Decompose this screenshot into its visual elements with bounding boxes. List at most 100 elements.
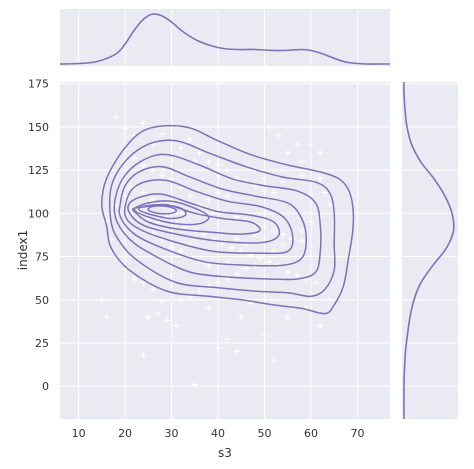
scatter-point: [145, 314, 152, 321]
scatter-point: [149, 167, 156, 174]
kde-contour-line: [118, 165, 308, 267]
scatter-point: [261, 224, 268, 231]
scatter-point: [312, 279, 319, 286]
scatter-point: [228, 244, 235, 251]
x-marginal-density-curve: [59, 13, 390, 65]
right-marginal-axes: [402, 81, 458, 420]
x-axis-label: s3: [218, 446, 232, 460]
y-tick-label: 0: [42, 380, 49, 393]
scatter-point: [215, 253, 222, 260]
top-marginal-axes: [59, 9, 390, 66]
scatter-point: [149, 286, 156, 293]
kde-contour-line: [108, 139, 336, 298]
kde-contour-line: [123, 179, 294, 255]
scatter-point: [224, 193, 231, 200]
scatter-point: [294, 141, 301, 148]
scatter-point: [205, 282, 212, 289]
scatter-point: [261, 175, 268, 182]
scatter-point: [270, 227, 277, 234]
scatter-point: [122, 193, 129, 200]
scatter-point: [205, 196, 212, 203]
scatter-point: [215, 279, 222, 286]
scatter-point: [173, 322, 180, 329]
scatter-point: [266, 123, 273, 130]
scatter-point: [177, 144, 184, 151]
y-tick-label: 175: [28, 78, 49, 91]
scatter-point: [280, 241, 287, 248]
scatter-point: [233, 236, 240, 243]
scatter-point: [284, 314, 291, 321]
scatter-point: [159, 298, 166, 305]
scatter-point: [154, 310, 161, 317]
scatter-point: [159, 130, 166, 137]
scatter-point: [103, 314, 110, 321]
kde-contours: [101, 124, 355, 315]
kde-contour-line: [101, 124, 355, 315]
scatter-point: [126, 184, 133, 191]
scatter-point: [294, 272, 301, 279]
scatter-point: [177, 248, 184, 255]
scatter-point: [140, 161, 147, 168]
y-tick-label: 125: [28, 164, 49, 177]
x-tick-label: 30: [165, 427, 179, 440]
scatter-point: [187, 193, 194, 200]
scatter-point: [210, 236, 217, 243]
scatter-point: [307, 218, 314, 225]
y-tick-label: 50: [35, 294, 49, 307]
scatter-point: [284, 149, 291, 156]
scatter-point: [191, 381, 198, 388]
scatter-point: [298, 227, 305, 234]
scatter-point: [317, 149, 324, 156]
x-tick-label: 50: [258, 427, 272, 440]
scatter-point: [140, 189, 147, 196]
x-tick-label: 40: [211, 427, 225, 440]
top-marginal-background: [60, 9, 390, 66]
x-tick-label: 10: [72, 427, 86, 440]
main-axes: 10 20 30 40 50 60 70 0 25 50 75 100 125 150 175 s3 in…: [16, 78, 390, 460]
kde-contour-line: [131, 203, 261, 235]
scatter-point: [224, 336, 231, 343]
scatter-point: [196, 288, 203, 295]
x-tick-label: 20: [118, 427, 132, 440]
y-tick-label: 75: [35, 251, 49, 264]
scatter-point: [242, 265, 249, 272]
scatter-point: [266, 258, 273, 265]
scatter-point: [256, 255, 263, 262]
scatter-point: [238, 314, 245, 321]
scatter-point: [168, 244, 175, 251]
scatter-point: [298, 172, 305, 179]
scatter-point: [321, 189, 328, 196]
y-marginal-density-curve: [403, 81, 455, 420]
scatter-point: [284, 269, 291, 276]
kde-contour-line: [133, 200, 210, 226]
right-marginal-background: [402, 82, 458, 419]
scatter-point: [233, 213, 240, 220]
scatter-point: [168, 296, 175, 303]
scatter-point: [163, 317, 170, 324]
scatter-point: [280, 179, 287, 186]
scatter-point: [205, 305, 212, 312]
scatter-point: [298, 237, 305, 244]
x-tick-label: 60: [304, 427, 318, 440]
top-marginal-grid: [78, 9, 358, 66]
scatter-point: [307, 141, 314, 148]
scatter-point: [215, 189, 222, 196]
scatter-point: [159, 172, 166, 179]
scatter-point: [270, 189, 277, 196]
scatter-point: [233, 348, 240, 355]
scatter-point: [317, 322, 324, 329]
scatter-point: [215, 161, 222, 168]
scatter-point: [261, 331, 268, 338]
main-grid: [60, 82, 390, 419]
y-tick-label: 25: [35, 337, 49, 350]
y-tick-labels: 0 25 50 75 100 125 150 175: [28, 78, 49, 393]
scatter-point: [112, 113, 119, 120]
scatter-point: [98, 296, 105, 303]
scatter-point: [270, 357, 277, 364]
y-tick-label: 100: [28, 207, 49, 220]
kde-contour-line: [147, 205, 178, 215]
scatter-point: [177, 296, 184, 303]
scatter-point: [140, 120, 147, 127]
scatter-point: [233, 270, 240, 277]
